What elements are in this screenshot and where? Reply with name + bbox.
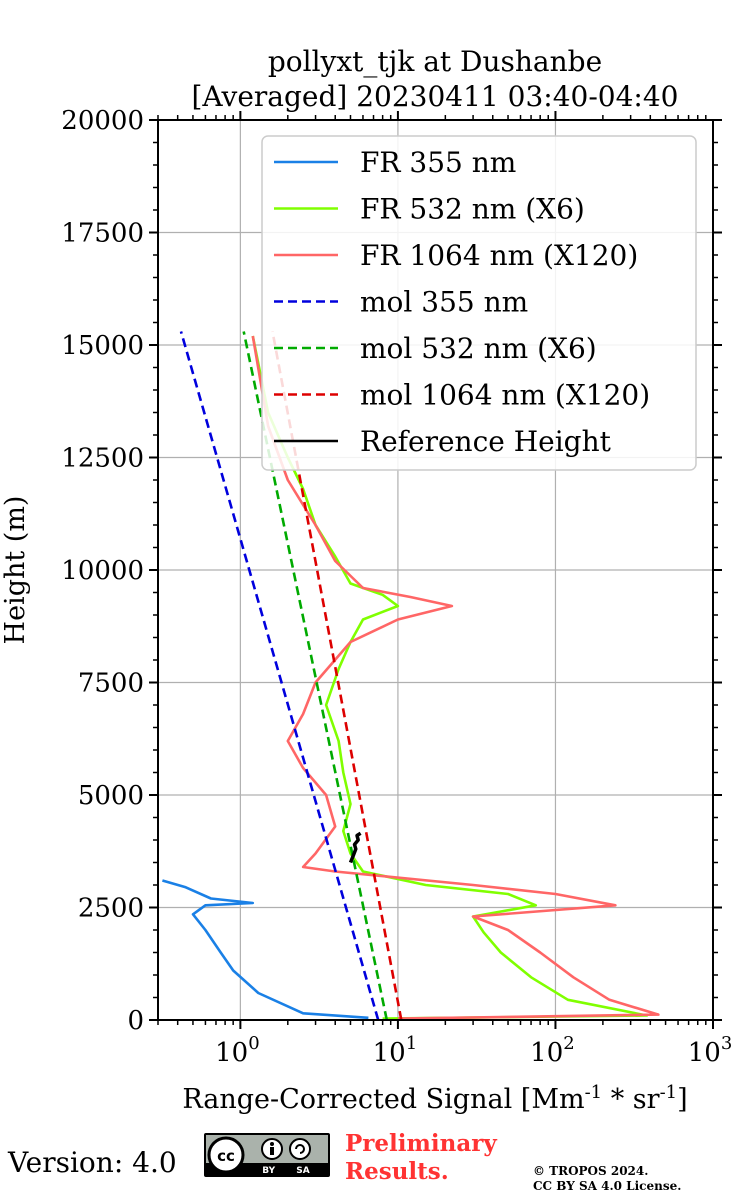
legend-label-5: mol 1064 nm (X120): [360, 379, 650, 412]
legend-label-6: Reference Height: [360, 425, 612, 458]
series-line-6: [348, 831, 362, 864]
series-line-1: [251, 335, 649, 1020]
legend-label-1: FR 532 nm (X6): [360, 193, 585, 226]
y-tick-label-4: 10000: [61, 556, 144, 586]
sa-icon: [289, 1138, 311, 1160]
series-line-4: [242, 331, 389, 1020]
preliminary-line2: Results.: [345, 1158, 449, 1185]
legend-label-2: FR 1064 nm (X120): [360, 239, 638, 272]
ticks: 0 2500 5000 7500 10000 12500 15000 17500 20000 10…: [61, 106, 732, 1068]
series-line-5: [271, 331, 403, 1020]
preliminary-results-label: Preliminary Results.: [345, 1130, 497, 1186]
y-tick-label-2: 5000: [78, 781, 144, 811]
cc-license-badge: cc BY SA: [204, 1133, 330, 1177]
y-tick-label-1: 2500: [78, 894, 144, 924]
legend-label-3: mol 355 nm: [360, 286, 528, 319]
x-tick-label-2: 102: [530, 1033, 575, 1068]
y-axis-label: Height (m): [0, 496, 31, 645]
version-label: Version: 4.0: [8, 1146, 177, 1179]
svg-text:cc: cc: [217, 1147, 235, 1165]
series-line-3: [179, 331, 380, 1020]
y-tick-label-6: 15000: [61, 331, 144, 361]
legend-label-4: mol 532 nm (X6): [360, 332, 597, 365]
x-tick-label-0: 100: [215, 1033, 260, 1068]
y-tick-label-8: 20000: [61, 106, 144, 136]
legend: FR 355 nm FR 532 nm (X6) FR 1064 nm (X120)…: [261, 135, 697, 471]
copyright-notice: © TROPOS 2024. CC BY SA 4.0 License.: [533, 1164, 681, 1194]
y-tick-label-7: 17500: [61, 219, 144, 249]
copyright-line2: CC BY SA 4.0 License.: [533, 1179, 682, 1193]
x-tick-label-3: 103: [688, 1033, 733, 1068]
y-tick-label-3: 7500: [78, 669, 144, 699]
cc-badge-text: BY SA: [262, 1166, 310, 1175]
copyright-line1: © TROPOS 2024.: [533, 1164, 649, 1178]
preliminary-line1: Preliminary: [345, 1130, 497, 1157]
chart-title-line1: pollyxt_tjk at Dushanbe: [268, 45, 602, 78]
x-axis-label: Range-Corrected Signal [Mm-1 * sr-1]: [182, 1082, 687, 1116]
series-line-0: [162, 879, 369, 1020]
y-tick-label-5: 12500: [61, 444, 144, 474]
cc-icon: cc BY SA: [206, 1136, 328, 1176]
legend-box: [261, 135, 697, 471]
chart-title-line2: [Averaged] 20230411 03:40-04:40: [192, 80, 679, 113]
series-layer: [162, 331, 660, 1020]
series-line-2: [251, 335, 660, 1020]
y-tick-label-0: 0: [127, 1006, 144, 1036]
legend-label-0: FR 355 nm: [360, 146, 516, 179]
x-tick-label-1: 101: [373, 1033, 418, 1068]
